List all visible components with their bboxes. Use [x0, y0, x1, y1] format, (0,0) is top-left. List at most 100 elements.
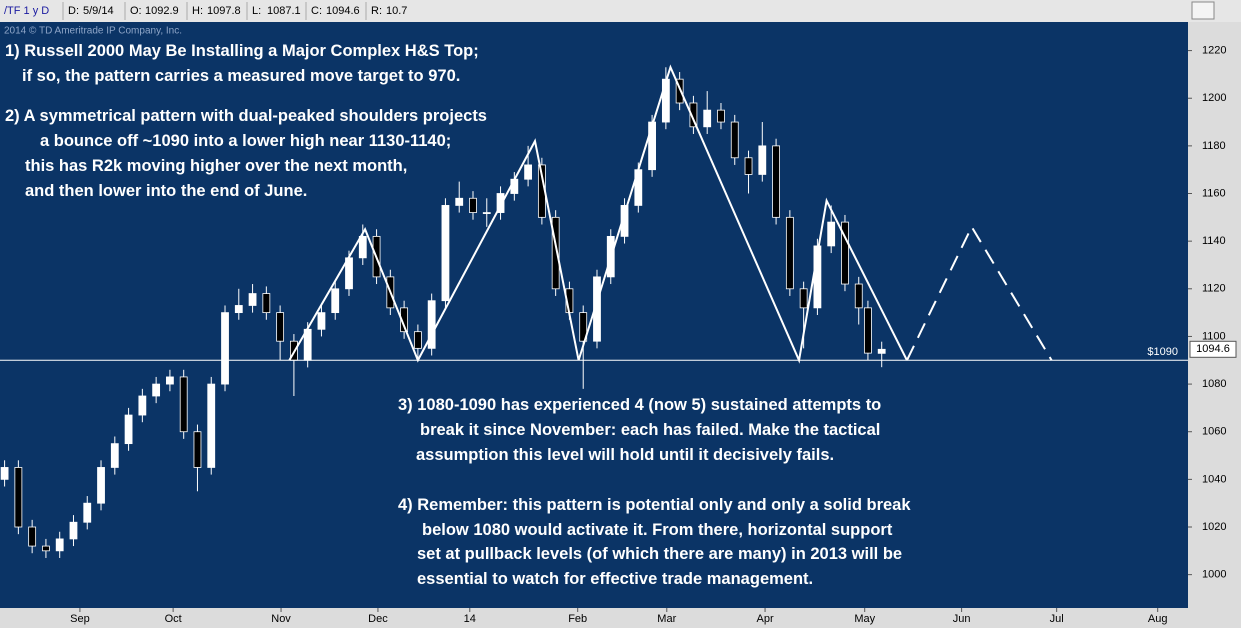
- candle-body: [730, 121, 739, 159]
- annotation: essential to watch for effective trade m…: [417, 570, 813, 588]
- y-tick-label: 1000: [1202, 569, 1226, 581]
- x-tick-label: 14: [464, 613, 476, 625]
- candle-body: [207, 383, 216, 468]
- header-value: 1087.1: [267, 5, 301, 17]
- header-bar: [0, 0, 1241, 22]
- candle-body: [864, 307, 872, 354]
- candle-body: [717, 109, 725, 123]
- candle-body: [455, 197, 464, 206]
- candle-body: [469, 197, 477, 213]
- x-axis-panel: [0, 608, 1188, 628]
- candle-body: [758, 145, 767, 175]
- header-label: L:: [252, 5, 261, 17]
- header-value: 1097.8: [207, 5, 241, 17]
- y-tick-label: 1140: [1202, 235, 1226, 247]
- settings-button[interactable]: [1191, 1, 1215, 20]
- copyright: 2014 © TD Ameritrade IP Company, Inc.: [4, 26, 182, 37]
- candle-body: [799, 288, 808, 309]
- candle-body: [28, 526, 37, 547]
- header-value: 1092.9: [145, 5, 179, 17]
- y-tick-label: 1060: [1202, 426, 1226, 438]
- candle-body: [262, 293, 271, 314]
- candle-body: [675, 78, 684, 104]
- y-tick-label: 1180: [1202, 140, 1226, 152]
- candle-body: [14, 467, 23, 528]
- candle-body: [524, 164, 533, 180]
- candle-body: [772, 145, 780, 218]
- candle-body: [648, 121, 656, 171]
- candle-body: [358, 235, 367, 259]
- price-tag-label: 1094.6: [1196, 343, 1230, 355]
- projection-line: [906, 224, 1053, 361]
- x-tick-label: May: [854, 613, 875, 625]
- candle-body: [248, 293, 257, 306]
- candle-body: [179, 376, 188, 433]
- y-tick-label: 1100: [1202, 330, 1226, 342]
- symbol: /TF 1 y D: [4, 5, 49, 17]
- x-tick-label: Dec: [368, 613, 388, 625]
- candle-body: [661, 78, 670, 123]
- x-tick-label: Jul: [1050, 613, 1064, 625]
- pattern-line: [288, 64, 908, 364]
- candle-body: [620, 205, 629, 237]
- y-tick-label: 1080: [1202, 378, 1226, 390]
- candle-body: [827, 221, 836, 247]
- candle-body: [221, 312, 229, 385]
- header-value: 5/9/14: [83, 5, 114, 17]
- candle-body: [124, 414, 133, 445]
- price-tag: [1189, 340, 1237, 358]
- candle-body: [703, 109, 712, 128]
- candle-body: [152, 383, 161, 397]
- candle-body: [69, 521, 78, 540]
- annotation: 3) 1080-1090 has experienced 4 (now 5) s…: [398, 396, 881, 414]
- candle-body: [276, 312, 285, 342]
- annotation: below 1080 would activate it. From there…: [422, 521, 893, 539]
- header-value: 1094.6: [326, 5, 360, 17]
- candle-body: [413, 331, 422, 349]
- candle-body: [441, 205, 450, 302]
- x-tick-label: Feb: [568, 613, 587, 625]
- candle-body: [138, 395, 147, 416]
- candle-body: [42, 545, 50, 552]
- candle-body: [593, 276, 601, 342]
- header-label: H:: [192, 5, 203, 17]
- candle-body: [193, 431, 202, 468]
- candle-body: [854, 283, 863, 309]
- annotation: assumption this level will hold until it…: [416, 446, 834, 464]
- x-tick-label: Nov: [271, 613, 291, 625]
- header-label: O:: [130, 5, 142, 17]
- annotation: 2) A symmetrical pattern with dual-peake…: [5, 107, 487, 125]
- y-axis-panel: [1188, 22, 1241, 628]
- y-tick-label: 1020: [1202, 521, 1226, 533]
- candle-body: [234, 305, 243, 314]
- candle-body: [97, 467, 105, 504]
- header-label: R:: [371, 5, 382, 17]
- support-label: $1090: [1147, 346, 1178, 358]
- header-label: C:: [311, 5, 322, 17]
- x-tick-label: Mar: [657, 613, 676, 625]
- annotation: 4) Remember: this pattern is potential o…: [398, 496, 911, 514]
- y-tick-label: 1200: [1202, 92, 1226, 104]
- annotation: a bounce off ~1090 into a lower high nea…: [40, 132, 451, 150]
- candle-body: [0, 467, 9, 480]
- y-tick-label: 1220: [1202, 44, 1226, 56]
- candle-body: [551, 216, 560, 290]
- x-tick-label: Jun: [953, 613, 971, 625]
- candle-body: [83, 502, 92, 523]
- candle-body: [579, 312, 588, 342]
- y-tick-label: 1040: [1202, 473, 1226, 485]
- annotation: break it since November: each has failed…: [420, 421, 880, 439]
- annotation: if so, the pattern carries a measured mo…: [22, 67, 460, 85]
- candle-body: [331, 288, 340, 314]
- y-tick-label: 1120: [1202, 283, 1226, 295]
- x-tick-label: Sep: [70, 613, 90, 625]
- candle-body: [55, 538, 64, 552]
- candle-body: [427, 300, 436, 349]
- candle-body: [744, 157, 753, 175]
- candle-body: [841, 221, 849, 285]
- candle-body: [110, 443, 119, 468]
- y-tick-label: 1160: [1202, 187, 1226, 199]
- x-tick-label: Oct: [165, 613, 182, 625]
- candle-body: [317, 312, 326, 330]
